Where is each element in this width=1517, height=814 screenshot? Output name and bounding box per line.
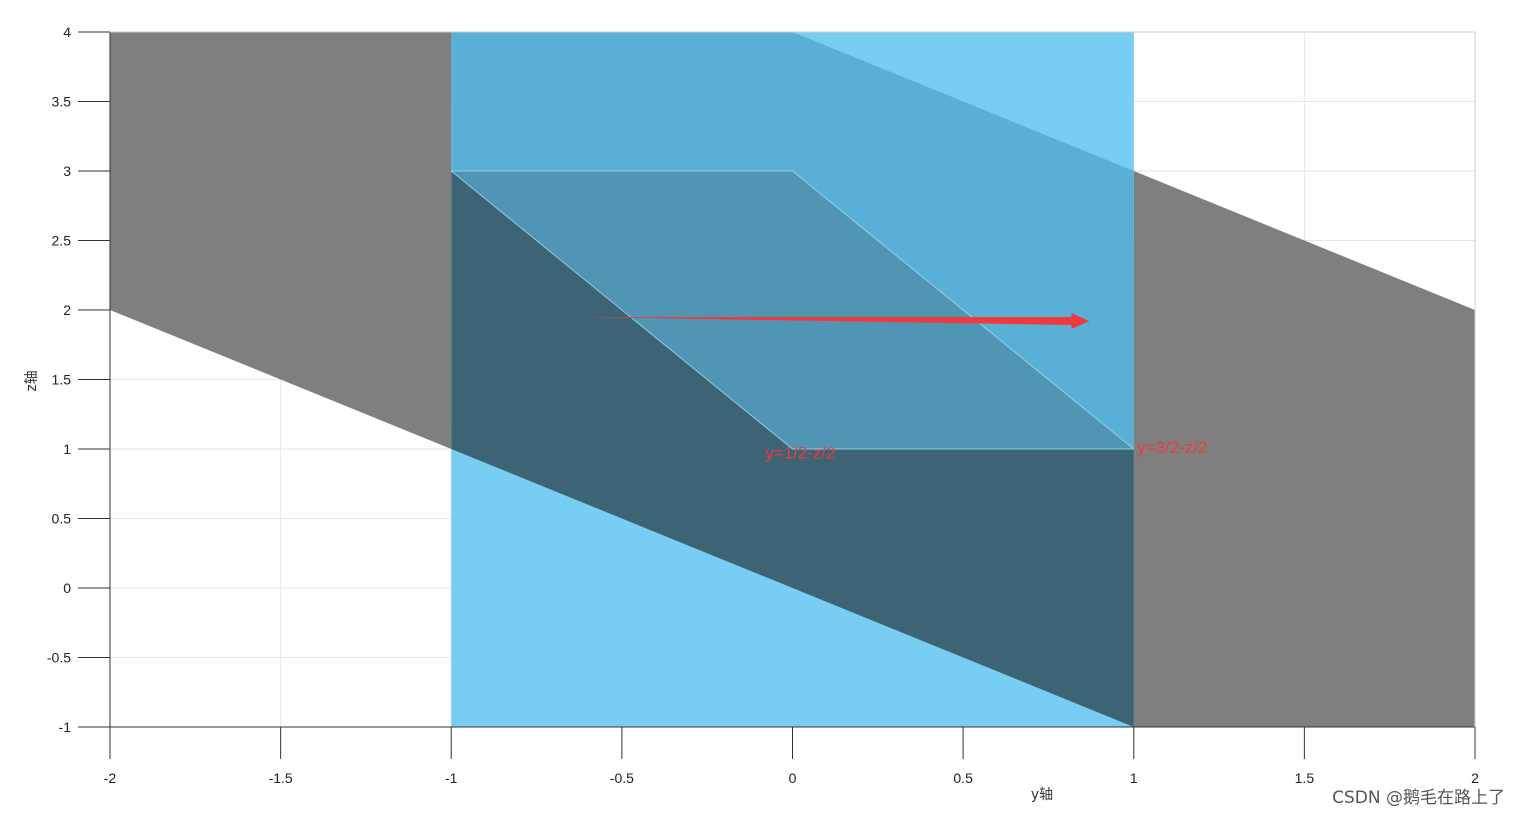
- annotation-label-1: y=1/2-z/2: [765, 444, 835, 463]
- arrow-head: [1071, 312, 1090, 329]
- x-tick-label: 2: [1471, 770, 1479, 786]
- y-tick-label: 0: [63, 580, 71, 596]
- y-tick-label: -0.5: [47, 650, 71, 666]
- region-3: [1133, 171, 1475, 727]
- y-tick-label: 2: [63, 302, 71, 318]
- x-axis-label: y轴: [1031, 787, 1053, 803]
- y-tick-label: 2.5: [52, 233, 72, 249]
- x-tick-label: -0.5: [610, 770, 634, 786]
- arrow-shaft: [577, 316, 1072, 325]
- region-edge: [792, 170, 1135, 450]
- annotations: y=1/2-z/2 y=3/2-z/2: [577, 312, 1208, 463]
- regions: [110, 32, 1475, 727]
- y-tick-label: -1: [59, 719, 72, 735]
- x-tick-label: 0.5: [953, 770, 973, 786]
- y-tick-label: 0.5: [52, 511, 72, 527]
- y-tick-label: 1: [63, 441, 71, 457]
- y-tick-label: 3: [63, 163, 71, 179]
- x-tick-label: -2: [104, 770, 117, 786]
- x-tick-label: 0: [789, 770, 797, 786]
- region-7: [451, 171, 1134, 449]
- x-tick-label: -1: [445, 770, 458, 786]
- x-tick-label: 1: [1130, 770, 1138, 786]
- watermark: CSDN @鹅毛在路上了: [1332, 788, 1505, 808]
- region-edge: [450, 170, 793, 450]
- y-tick-label: 4: [63, 24, 71, 40]
- axes: -2 -1.5 -1 -0.5 0 0.5 1 1.5 2 -1 -0.5 0 0.5 1 1.5 2 2.5 3…: [47, 24, 1479, 786]
- y-tick-label: 1.5: [52, 372, 72, 388]
- region-2: [110, 32, 452, 449]
- annotation-label-2: y=3/2-z/2: [1137, 438, 1207, 457]
- y-tick-label: 3.5: [52, 94, 72, 110]
- x-tick-label: -1.5: [269, 770, 293, 786]
- y-axis-label: z轴: [24, 370, 40, 391]
- x-tick-label: 1.5: [1295, 770, 1315, 786]
